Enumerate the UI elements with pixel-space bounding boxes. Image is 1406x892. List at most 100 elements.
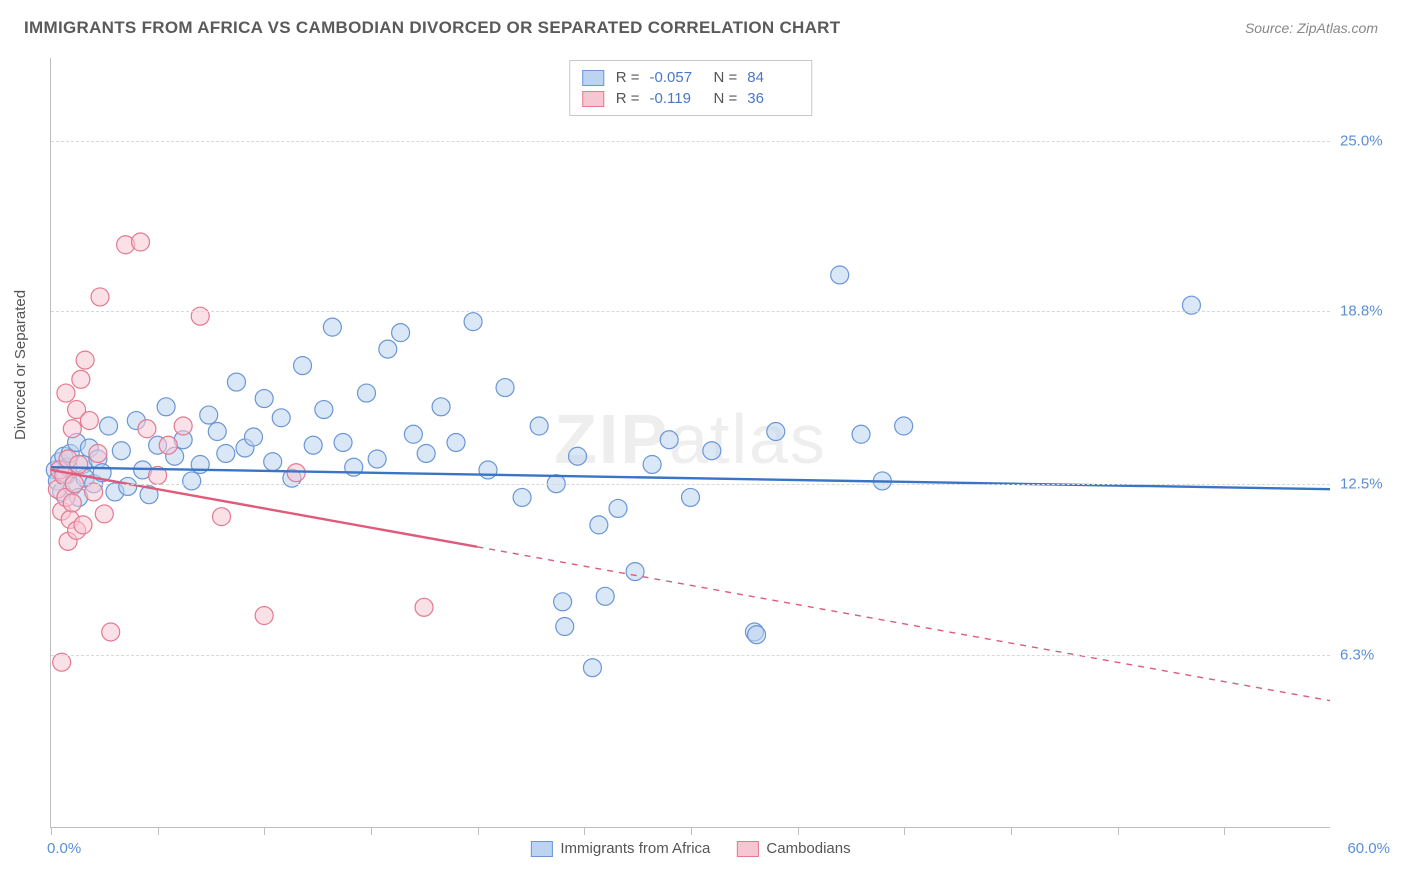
data-point <box>138 420 156 438</box>
x-tick <box>904 827 905 835</box>
legend-swatch <box>530 841 552 857</box>
x-tick <box>1011 827 1012 835</box>
stats-row: R = -0.057 N = 84 <box>582 67 800 88</box>
data-point <box>85 483 103 501</box>
data-point <box>132 233 150 251</box>
data-point <box>417 444 435 462</box>
legend-item: Immigrants from Africa <box>530 840 710 857</box>
data-point <box>264 453 282 471</box>
data-point <box>626 563 644 581</box>
data-point <box>357 384 375 402</box>
data-point <box>174 417 192 435</box>
stats-row: R = -0.119 N = 36 <box>582 88 800 109</box>
data-point <box>464 313 482 331</box>
y-tick-label: 25.0% <box>1340 132 1400 149</box>
data-point <box>217 444 235 462</box>
data-point <box>554 593 572 611</box>
data-point <box>74 516 92 534</box>
x-axis-min-label: 0.0% <box>47 840 81 857</box>
data-point <box>682 488 700 506</box>
r-label: R = <box>616 90 640 107</box>
data-point <box>404 425 422 443</box>
legend-swatch <box>582 70 604 86</box>
data-point <box>304 436 322 454</box>
plot-area: ZIPatlas R =-0.057N =84R =-0.119N =36 0.… <box>50 58 1330 828</box>
scatter-svg <box>51 58 1330 827</box>
data-point <box>89 444 107 462</box>
y-tick-label: 18.8% <box>1340 303 1400 320</box>
data-point <box>53 653 71 671</box>
series-legend: Immigrants from Africa Cambodians <box>530 840 850 857</box>
data-point <box>183 472 201 490</box>
gridline <box>51 484 1330 485</box>
x-tick <box>264 827 265 835</box>
data-point <box>569 447 587 465</box>
data-point <box>530 417 548 435</box>
legend-label: Immigrants from Africa <box>560 840 710 857</box>
trend-line <box>51 467 1330 489</box>
data-point <box>72 370 90 388</box>
data-point <box>272 409 290 427</box>
legend-item: Cambodians <box>736 840 850 857</box>
data-point <box>255 607 273 625</box>
data-point <box>245 428 263 446</box>
data-point <box>432 398 450 416</box>
x-tick <box>584 827 585 835</box>
data-point <box>496 379 514 397</box>
x-tick <box>691 827 692 835</box>
data-point <box>596 587 614 605</box>
x-tick <box>51 827 52 835</box>
x-tick <box>1118 827 1119 835</box>
data-point <box>583 659 601 677</box>
data-point <box>379 340 397 358</box>
data-point <box>191 307 209 325</box>
data-point <box>323 318 341 336</box>
gridline <box>51 141 1330 142</box>
x-tick <box>158 827 159 835</box>
data-point <box>63 494 81 512</box>
x-tick <box>371 827 372 835</box>
data-point <box>63 420 81 438</box>
r-value: -0.057 <box>650 69 702 86</box>
data-point <box>767 423 785 441</box>
data-point <box>748 626 766 644</box>
data-point <box>91 288 109 306</box>
trend-line <box>51 470 477 547</box>
data-point <box>208 423 226 441</box>
data-point <box>368 450 386 468</box>
x-tick <box>478 827 479 835</box>
data-point <box>57 384 75 402</box>
n-label: N = <box>714 90 738 107</box>
gridline <box>51 311 1330 312</box>
data-point <box>415 598 433 616</box>
n-value: 36 <box>747 90 799 107</box>
y-tick-label: 12.5% <box>1340 476 1400 493</box>
stats-legend: R = -0.057 N = 84 R = -0.119 N = 36 <box>569 60 813 116</box>
data-point <box>479 461 497 479</box>
legend-label: Cambodians <box>766 840 850 857</box>
trend-line-extrapolated <box>477 547 1330 701</box>
source-attribution: Source: ZipAtlas.com <box>1245 20 1378 36</box>
n-value: 84 <box>747 69 799 86</box>
x-axis-max-label: 60.0% <box>1347 840 1390 857</box>
data-point <box>227 373 245 391</box>
x-tick <box>798 827 799 835</box>
data-point <box>315 401 333 419</box>
data-point <box>895 417 913 435</box>
y-axis-title: Divorced or Separated <box>12 290 29 440</box>
legend-swatch <box>582 91 604 107</box>
n-label: N = <box>714 69 738 86</box>
data-point <box>255 390 273 408</box>
data-point <box>95 505 113 523</box>
r-value: -0.119 <box>650 90 702 107</box>
chart-title: IMMIGRANTS FROM AFRICA VS CAMBODIAN DIVO… <box>24 18 840 38</box>
data-point <box>100 417 118 435</box>
data-point <box>334 434 352 452</box>
data-point <box>852 425 870 443</box>
data-point <box>159 436 177 454</box>
r-label: R = <box>616 69 640 86</box>
data-point <box>213 508 231 526</box>
data-point <box>200 406 218 424</box>
data-point <box>119 477 137 495</box>
gridline <box>51 655 1330 656</box>
